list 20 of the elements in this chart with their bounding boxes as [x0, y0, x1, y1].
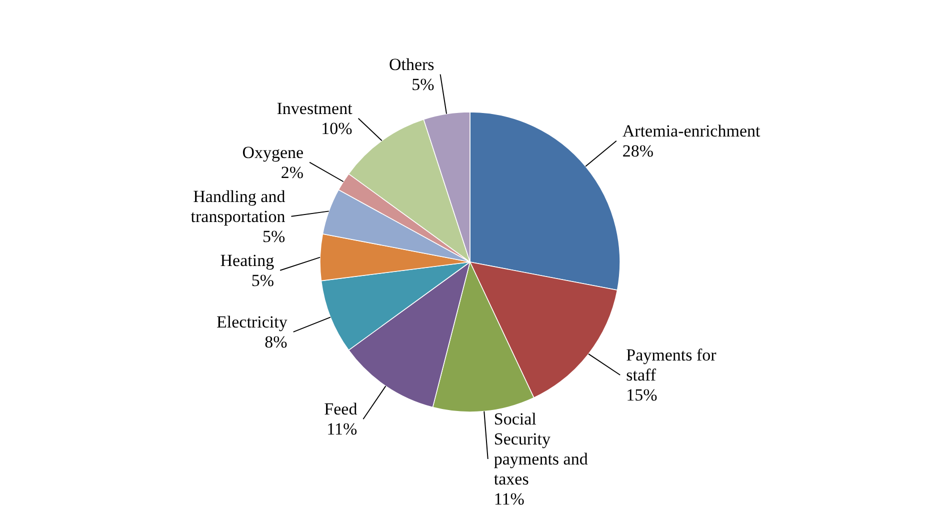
slice-label: Feed	[324, 400, 358, 419]
slice-label: Artemia-enrichment	[622, 121, 760, 140]
slice-label: Others	[388, 54, 434, 74]
data-label: 11%	[494, 490, 524, 509]
data-label: 10%	[321, 118, 352, 138]
slice-label: Investment	[276, 98, 353, 118]
data-label: 11%	[326, 420, 358, 439]
data-label: 5%	[262, 226, 286, 246]
data-label: 8%	[264, 332, 288, 352]
slice-label: Payments for staff	[626, 346, 717, 385]
slice-label: Heating	[220, 250, 275, 270]
data-label: 28%	[622, 141, 654, 160]
slice-label: Electricity	[216, 312, 288, 332]
slice-label: Social Security payments and taxes	[494, 410, 588, 489]
data-label: 15%	[626, 386, 658, 405]
data-label: 5%	[412, 74, 434, 94]
slice-label: Oxygene	[242, 142, 304, 162]
data-label: 5%	[251, 270, 274, 290]
slice-label: Handling and transportation	[190, 186, 286, 226]
data-label: 2%	[280, 162, 304, 182]
